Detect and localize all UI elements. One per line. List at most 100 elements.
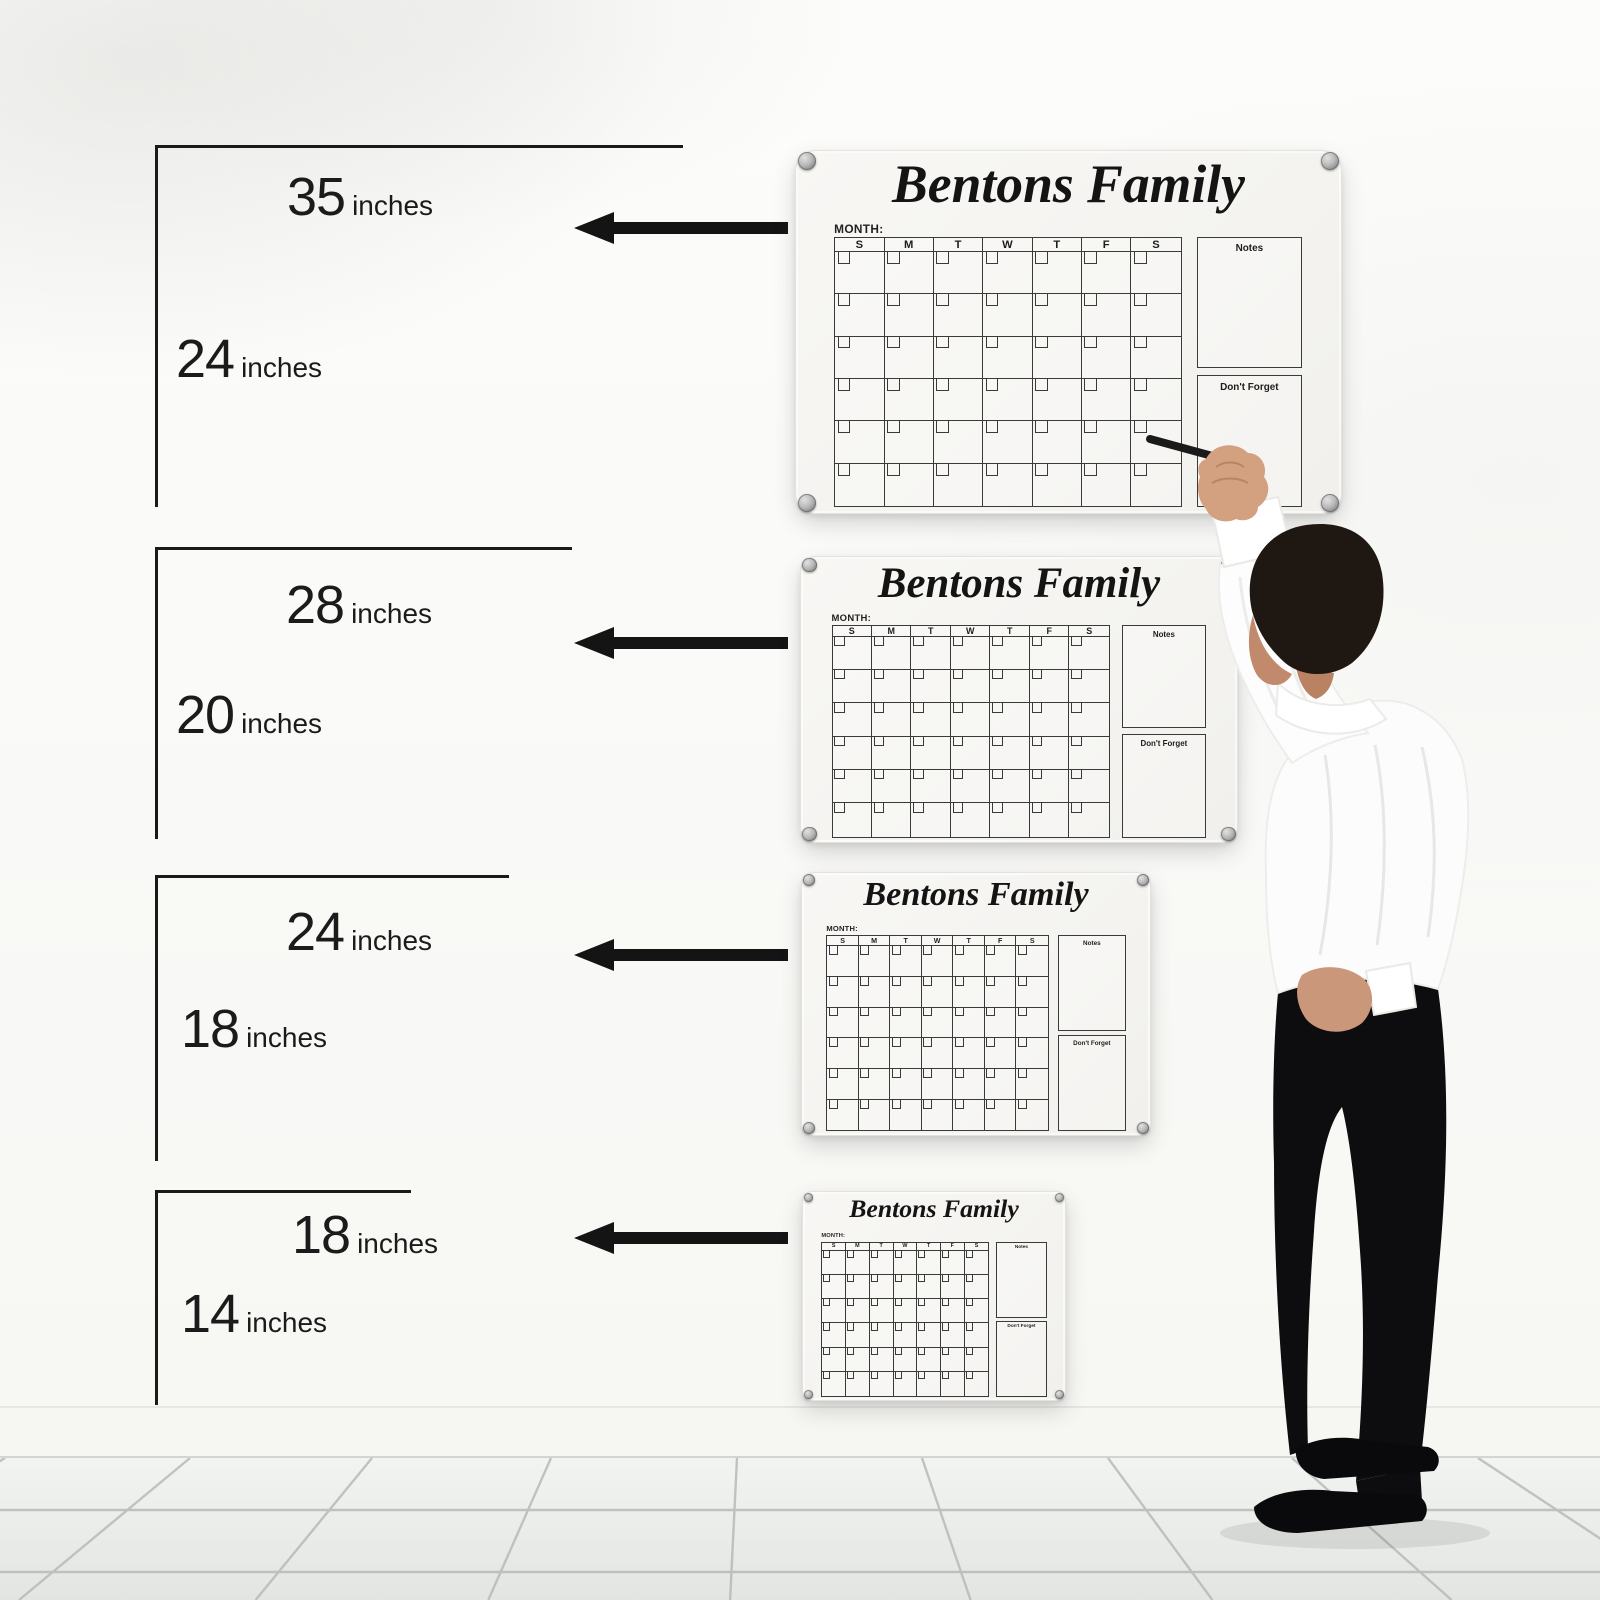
- day-cell: [872, 670, 912, 704]
- day-cell: [1082, 463, 1132, 506]
- date-box: [952, 803, 964, 814]
- day-cell: [984, 1007, 1017, 1039]
- height-dimension-line: [155, 145, 158, 507]
- day-cell: [953, 946, 985, 978]
- date-box: [870, 1274, 878, 1282]
- date-box: [942, 1274, 950, 1282]
- day-header-cell: T: [917, 1242, 941, 1251]
- day-header-cell: S: [1069, 626, 1109, 637]
- date-box: [1018, 1038, 1027, 1048]
- dont-forget-label: Don't Forget: [1140, 738, 1188, 748]
- date-box: [873, 803, 885, 814]
- date-box: [823, 1372, 831, 1380]
- date-box: [1018, 1007, 1027, 1017]
- day-cell: [1131, 463, 1180, 506]
- day-cell: [1081, 252, 1132, 295]
- date-box: [847, 1347, 855, 1355]
- face: [1248, 615, 1292, 685]
- day-cell: [917, 1299, 941, 1324]
- date-box: [965, 1274, 974, 1282]
- day-header-cell: T: [953, 936, 985, 947]
- day-cell: [858, 1068, 891, 1100]
- date-box: [985, 379, 999, 391]
- date-box: [1034, 252, 1048, 264]
- left-arrow-glyph: [574, 212, 788, 244]
- screw-icon: [802, 826, 818, 842]
- height-label: 14 inches: [181, 1283, 327, 1345]
- date-box: [828, 1099, 838, 1109]
- date-box: [873, 736, 885, 747]
- dont-forget-label: Don't Forget: [1007, 1324, 1036, 1330]
- date-box: [894, 1274, 902, 1282]
- width-label: 35 inches: [287, 166, 433, 228]
- date-box: [837, 379, 851, 391]
- day-cell: [921, 1068, 954, 1100]
- day-cell: [990, 636, 1030, 671]
- day-cell: [922, 1099, 954, 1131]
- screw-icon: [803, 1389, 813, 1399]
- date-box: [1133, 463, 1147, 476]
- day-cell: [846, 1372, 870, 1397]
- day-cell: [884, 294, 934, 337]
- collar: [1274, 680, 1388, 735]
- day-cell: [859, 1099, 891, 1131]
- notes-label: Notes: [1083, 939, 1101, 947]
- day-cell: [1016, 1099, 1048, 1131]
- screw-icon: [1137, 874, 1149, 887]
- date-box: [823, 1250, 831, 1258]
- notes-box: Notes: [995, 1241, 1048, 1318]
- day-header-cell: W: [950, 626, 991, 637]
- day-cell: [983, 379, 1033, 422]
- calendar-title: Bentons Family: [849, 1194, 1019, 1224]
- date-box: [834, 670, 845, 680]
- date-box: [1018, 1068, 1027, 1078]
- date-box: [1133, 421, 1147, 434]
- date-box: [860, 1038, 870, 1048]
- day-cell: [827, 946, 859, 978]
- day-cell: [858, 946, 891, 978]
- day-cell: [934, 463, 984, 506]
- date-box: [954, 946, 964, 956]
- screw-icon: [803, 874, 815, 887]
- notes-label: Notes: [1235, 243, 1264, 255]
- date-box: [986, 1038, 996, 1048]
- day-cell: [911, 803, 951, 837]
- date-box: [873, 636, 885, 647]
- day-cell: [1069, 670, 1109, 704]
- day-cell: [941, 1372, 965, 1397]
- day-cell: [835, 252, 885, 295]
- date-box: [952, 770, 964, 780]
- day-cell: [1131, 379, 1181, 422]
- day-header-cell: S: [827, 936, 859, 947]
- width-label: 18 inches: [292, 1204, 438, 1266]
- day-cell: [832, 770, 872, 804]
- width-dimension-line: [155, 875, 509, 878]
- date-box: [913, 703, 924, 713]
- date-box: [1133, 379, 1147, 391]
- date-box: [952, 670, 964, 680]
- day-cell: [846, 1299, 870, 1324]
- screw-icon: [1220, 826, 1236, 842]
- day-cell: [921, 1038, 954, 1069]
- date-box: [894, 1323, 902, 1331]
- day-cell: [894, 1372, 918, 1397]
- screw-icon: [797, 493, 817, 513]
- dont-forget-label: Don't Forget: [1220, 381, 1279, 393]
- date-box: [1018, 946, 1027, 956]
- date-box: [954, 977, 964, 986]
- height-label: 24 inches: [176, 328, 322, 390]
- day-cell: [884, 252, 934, 295]
- day-cell: [869, 1347, 894, 1373]
- day-header-cell: S: [1016, 936, 1048, 947]
- left-arrow-glyph: [574, 627, 788, 659]
- calendar-board: Bentons Family MONTH: S M T W T F S Notes Don't Fo…: [800, 556, 1238, 843]
- day-cell: [872, 703, 912, 737]
- date-box: [1071, 670, 1083, 680]
- notes-box: Notes: [1121, 624, 1206, 729]
- day-header-cell: T: [890, 936, 922, 947]
- day-cell: [1032, 294, 1082, 337]
- day-cell: [953, 1007, 985, 1039]
- date-box: [870, 1299, 878, 1307]
